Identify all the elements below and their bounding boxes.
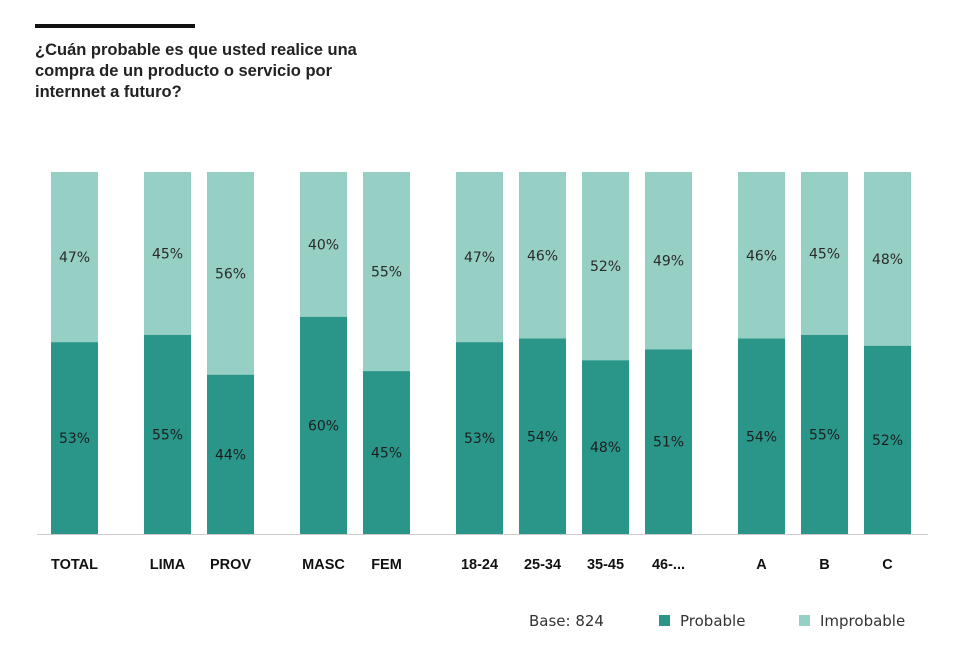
- tick-label-fem: FEM: [371, 557, 402, 573]
- base-note: Base: 824: [529, 612, 604, 630]
- legend-label-probable: Probable: [680, 612, 746, 630]
- tick-label-b: B: [819, 557, 829, 573]
- bar-probable-a: [738, 338, 785, 534]
- data-label-improbable-46: 49%: [653, 254, 684, 270]
- tick-label-lima: LIMA: [150, 557, 186, 573]
- tick-label-a: A: [756, 557, 767, 573]
- data-label-improbable-35-45: 52%: [590, 259, 621, 275]
- bar-improbable-35-45: [582, 172, 629, 361]
- bar-improbable-total: [51, 172, 98, 343]
- bar-improbable-c: [864, 172, 911, 346]
- legend-label-improbable: Improbable: [820, 612, 906, 630]
- data-label-improbable-c: 48%: [872, 252, 903, 268]
- data-label-improbable-a: 46%: [746, 248, 777, 264]
- bar-probable-c: [864, 345, 911, 534]
- legend-item-probable: Probable: [659, 612, 745, 630]
- tick-label-18-24: 18-24: [461, 557, 498, 573]
- bar-probable-18-24: [456, 342, 503, 534]
- data-label-probable-masc: 60%: [308, 418, 339, 434]
- bar-probable-lima: [144, 334, 191, 534]
- data-label-probable-35-45: 48%: [590, 440, 621, 456]
- data-label-improbable-18-24: 47%: [464, 250, 495, 266]
- data-label-probable-lima: 55%: [152, 427, 183, 443]
- data-label-improbable-lima: 45%: [152, 246, 183, 262]
- tick-label-35-45: 35-45: [587, 557, 624, 573]
- tick-label-25-34: 25-34: [524, 557, 561, 573]
- bar-improbable-masc: [300, 172, 347, 317]
- data-label-probable-a: 54%: [746, 429, 777, 445]
- bar-probable-46: [645, 349, 692, 534]
- data-label-improbable-fem: 55%: [371, 265, 402, 281]
- bar-improbable-25-34: [519, 172, 566, 339]
- tick-label-total: TOTAL: [51, 557, 98, 573]
- bar-probable-fem: [363, 371, 410, 534]
- data-label-improbable-total: 47%: [59, 250, 90, 266]
- bar-improbable-lima: [144, 172, 191, 335]
- tick-label-46: 46-...: [652, 557, 685, 573]
- data-label-probable-c: 52%: [872, 433, 903, 449]
- legend-item-improbable: Improbable: [799, 612, 905, 630]
- data-label-probable-fem: 45%: [371, 446, 402, 462]
- data-label-probable-total: 53%: [59, 431, 90, 447]
- bar-probable-b: [801, 334, 848, 534]
- bar-improbable-fem: [363, 172, 410, 372]
- bar-improbable-46: [645, 172, 692, 350]
- title-rule: [35, 24, 195, 28]
- bar-probable-prov: [207, 374, 254, 534]
- legend-swatch-improbable: [799, 615, 810, 626]
- data-label-improbable-prov: 56%: [215, 266, 246, 282]
- data-label-probable-25-34: 54%: [527, 429, 558, 445]
- tick-label-c: C: [882, 557, 893, 573]
- bar-probable-35-45: [582, 360, 629, 534]
- data-label-improbable-b: 45%: [809, 246, 840, 262]
- bar-improbable-b: [801, 172, 848, 335]
- data-label-probable-prov: 44%: [215, 447, 246, 463]
- bar-improbable-18-24: [456, 172, 503, 343]
- data-label-probable-b: 55%: [809, 427, 840, 443]
- tick-label-masc: MASC: [302, 557, 345, 573]
- chart-title: ¿Cuán probable es que usted realice una …: [35, 41, 357, 101]
- data-label-probable-46: 51%: [653, 435, 684, 451]
- data-label-improbable-masc: 40%: [308, 237, 339, 253]
- bar-probable-masc: [300, 316, 347, 534]
- bar-improbable-prov: [207, 172, 254, 375]
- tick-label-prov: PROV: [210, 557, 251, 573]
- bar-improbable-a: [738, 172, 785, 339]
- bar-probable-total: [51, 342, 98, 534]
- data-label-probable-18-24: 53%: [464, 431, 495, 447]
- data-label-improbable-25-34: 46%: [527, 248, 558, 264]
- legend-swatch-probable: [659, 615, 670, 626]
- bar-probable-25-34: [519, 338, 566, 534]
